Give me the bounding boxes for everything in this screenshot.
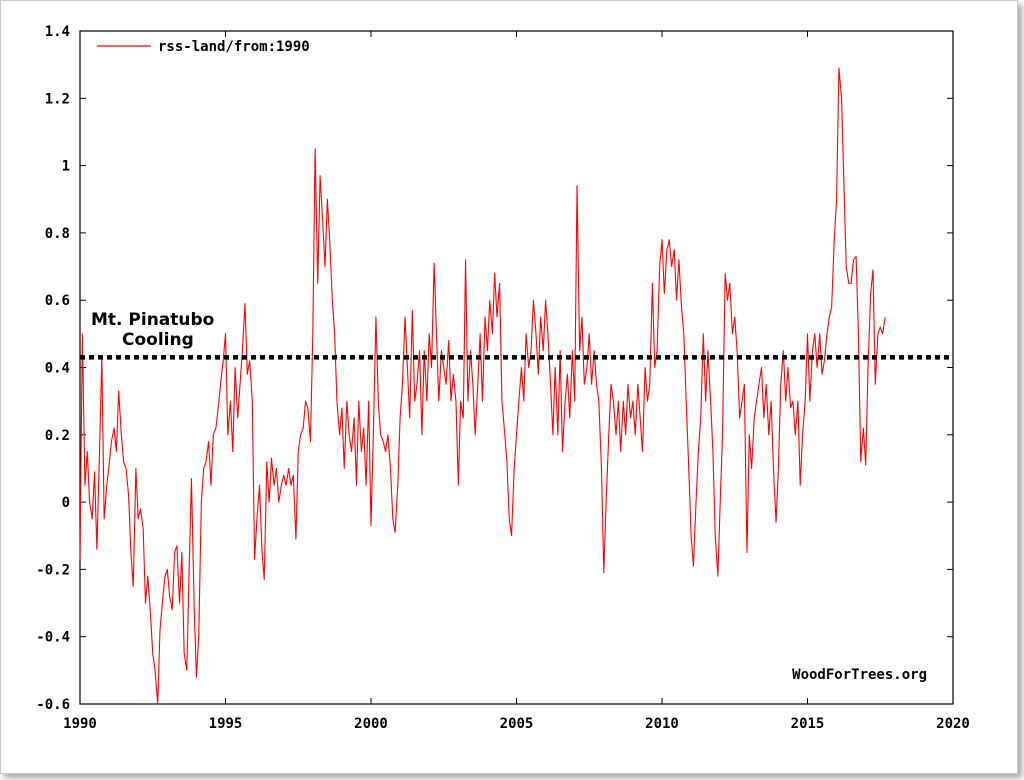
x-tick-label: 1995 [209,716,243,732]
x-tick-label: 2005 [500,716,534,732]
y-tick-label: -0.6 [36,697,70,713]
credit-label: WoodForTrees.org [792,667,927,683]
series-layer [79,67,886,705]
y-tick-label: 0.4 [45,361,70,377]
x-tick-label: 2015 [791,716,825,732]
y-tick-label: -0.4 [36,630,70,646]
annotation-line-1: Mt. Pinatubo [91,310,214,330]
y-tick-label: 0.2 [45,428,70,444]
y-tick-label: 0.8 [45,226,70,242]
y-tick-label: 1.4 [45,24,70,40]
legend: rss-land/from:1990 [97,39,310,55]
series-line [79,67,886,705]
x-tick-label: 2010 [645,716,679,732]
y-tick-label: 1.2 [45,91,70,107]
plot-area [79,30,954,705]
axes: -0.6 -0.4 -0.2 0 0.2 0.4 0.6 0.8 1 1.2 1.4 1990 1995… [36,24,970,732]
x-tick-label: 2020 [936,716,970,732]
y-tick-label: -0.2 [36,562,70,578]
annotation: Mt. Pinatubo Cooling [91,310,214,350]
x-tick-label: 1990 [63,716,97,732]
x-tick-label: 2000 [354,716,388,732]
y-tick-label: 1 [62,159,70,175]
legend-label: rss-land/from:1990 [158,39,310,55]
annotation-line-2: Cooling [122,330,194,350]
y-tick-label: 0.6 [45,293,70,309]
y-tick-label: 0 [62,495,70,511]
